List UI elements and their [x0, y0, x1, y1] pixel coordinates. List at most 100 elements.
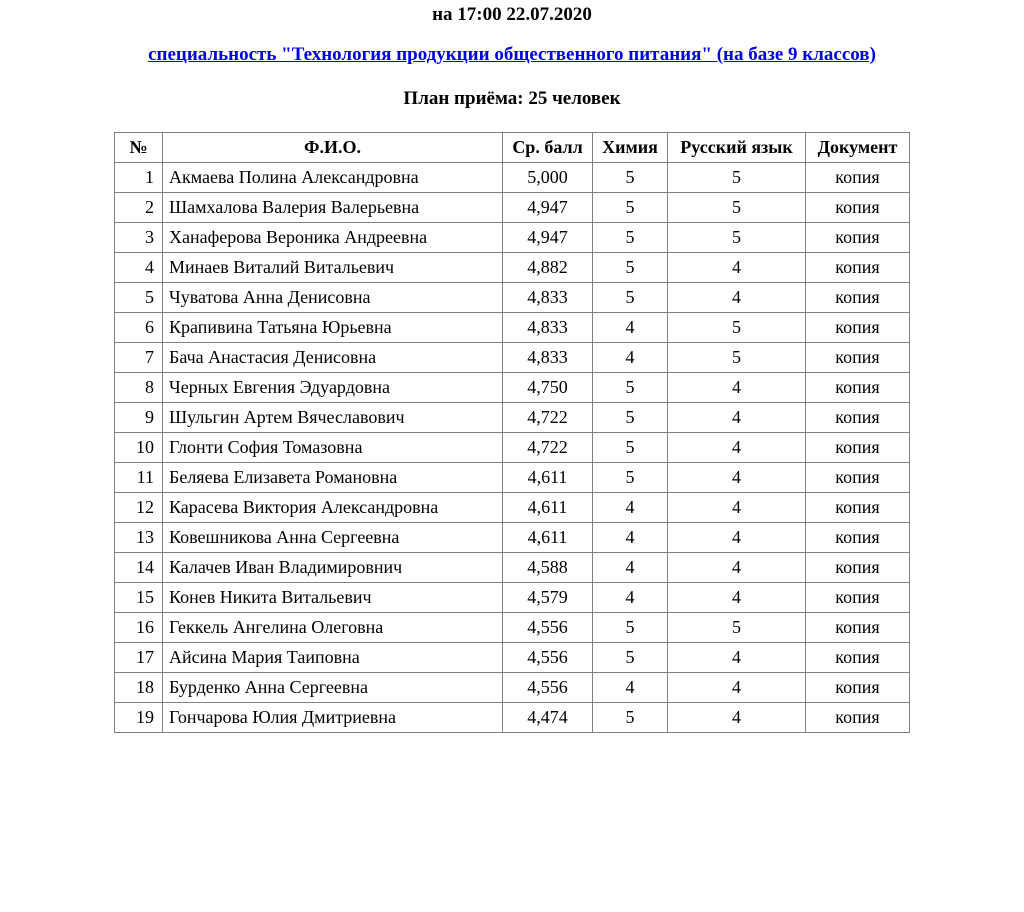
- cell-number: 9: [115, 403, 163, 433]
- cell-name: Чуватова Анна Денисовна: [163, 283, 503, 313]
- cell-document: копия: [806, 193, 910, 223]
- cell-number: 3: [115, 223, 163, 253]
- table-row: 16Геккель Ангелина Олеговна4,55655копия: [115, 613, 910, 643]
- cell-number: 16: [115, 613, 163, 643]
- cell-russian: 5: [668, 613, 806, 643]
- cell-avg: 4,833: [503, 343, 593, 373]
- cell-avg: 4,722: [503, 403, 593, 433]
- col-header-russian: Русский язык: [668, 133, 806, 163]
- cell-name: Бача Анастасия Денисовна: [163, 343, 503, 373]
- cell-avg: 4,474: [503, 703, 593, 733]
- cell-name: Калачев Иван Владимировнич: [163, 553, 503, 583]
- cell-russian: 4: [668, 553, 806, 583]
- cell-russian: 4: [668, 643, 806, 673]
- cell-russian: 4: [668, 253, 806, 283]
- table-row: 17Айсина Мария Таиповна4,55654копия: [115, 643, 910, 673]
- cell-name: Крапивина Татьяна Юрьевна: [163, 313, 503, 343]
- cell-name: Черных Евгения Эдуардовна: [163, 373, 503, 403]
- cell-chemistry: 4: [593, 493, 668, 523]
- cell-document: копия: [806, 553, 910, 583]
- cell-number: 4: [115, 253, 163, 283]
- admission-plan: План приёма: 25 человек: [60, 88, 964, 110]
- cell-number: 8: [115, 373, 163, 403]
- cell-name: Ханаферова Вероника Андреевна: [163, 223, 503, 253]
- cell-name: Геккель Ангелина Олеговна: [163, 613, 503, 643]
- table-row: 7Бача Анастасия Денисовна4,83345копия: [115, 343, 910, 373]
- cell-avg: 4,882: [503, 253, 593, 283]
- specialty-link[interactable]: специальность "Технология продукции обще…: [148, 44, 876, 65]
- cell-russian: 5: [668, 193, 806, 223]
- col-header-document: Документ: [806, 133, 910, 163]
- cell-russian: 5: [668, 163, 806, 193]
- cell-chemistry: 5: [593, 253, 668, 283]
- table-row: 18Бурденко Анна Сергеевна4,55644копия: [115, 673, 910, 703]
- cell-russian: 4: [668, 703, 806, 733]
- cell-russian: 4: [668, 373, 806, 403]
- cell-chemistry: 5: [593, 193, 668, 223]
- cell-number: 6: [115, 313, 163, 343]
- cell-number: 5: [115, 283, 163, 313]
- cell-number: 13: [115, 523, 163, 553]
- cell-document: копия: [806, 433, 910, 463]
- cell-name: Шульгин Артем Вячеславович: [163, 403, 503, 433]
- cell-document: копия: [806, 703, 910, 733]
- table-row: 4Минаев Виталий Витальевич4,88254копия: [115, 253, 910, 283]
- cell-chemistry: 5: [593, 373, 668, 403]
- cell-chemistry: 5: [593, 433, 668, 463]
- cell-name: Гончарова Юлия Дмитриевна: [163, 703, 503, 733]
- cell-document: копия: [806, 163, 910, 193]
- cell-avg: 4,722: [503, 433, 593, 463]
- cell-russian: 4: [668, 403, 806, 433]
- cell-number: 2: [115, 193, 163, 223]
- cell-avg: 4,611: [503, 463, 593, 493]
- table-row: 10Глонти София Томазовна4,72254копия: [115, 433, 910, 463]
- cell-document: копия: [806, 523, 910, 553]
- cell-avg: 4,556: [503, 643, 593, 673]
- cell-chemistry: 5: [593, 163, 668, 193]
- cell-avg: 4,611: [503, 493, 593, 523]
- cell-avg: 4,611: [503, 523, 593, 553]
- cell-document: копия: [806, 643, 910, 673]
- table-row: 3Ханаферова Вероника Андреевна4,94755коп…: [115, 223, 910, 253]
- cell-chemistry: 4: [593, 673, 668, 703]
- table-row: 5Чуватова Анна Денисовна4,83354копия: [115, 283, 910, 313]
- cell-avg: 4,947: [503, 223, 593, 253]
- cell-number: 19: [115, 703, 163, 733]
- table-row: 2Шамхалова Валерия Валерьевна4,94755копи…: [115, 193, 910, 223]
- cell-number: 1: [115, 163, 163, 193]
- cell-number: 7: [115, 343, 163, 373]
- cell-avg: 4,556: [503, 613, 593, 643]
- table-row: 8Черных Евгения Эдуардовна4,75054копия: [115, 373, 910, 403]
- cell-name: Карасева Виктория Александровна: [163, 493, 503, 523]
- cell-name: Акмаева Полина Александровна: [163, 163, 503, 193]
- cell-russian: 4: [668, 523, 806, 553]
- cell-russian: 5: [668, 313, 806, 343]
- table-row: 1Акмаева Полина Александровна5,00055копи…: [115, 163, 910, 193]
- cell-chemistry: 5: [593, 403, 668, 433]
- cell-chemistry: 5: [593, 613, 668, 643]
- cell-name: Айсина Мария Таиповна: [163, 643, 503, 673]
- table-row: 11Беляева Елизавета Романовна4,61154копи…: [115, 463, 910, 493]
- cell-chemistry: 4: [593, 583, 668, 613]
- cell-chemistry: 4: [593, 313, 668, 343]
- table-row: 13Ковешникова Анна Сергеевна4,61144копия: [115, 523, 910, 553]
- cell-avg: 4,588: [503, 553, 593, 583]
- cell-document: копия: [806, 343, 910, 373]
- cell-document: копия: [806, 253, 910, 283]
- cell-document: копия: [806, 463, 910, 493]
- cell-russian: 4: [668, 433, 806, 463]
- cell-name: Ковешникова Анна Сергеевна: [163, 523, 503, 553]
- cell-name: Шамхалова Валерия Валерьевна: [163, 193, 503, 223]
- cell-avg: 4,579: [503, 583, 593, 613]
- cell-document: копия: [806, 583, 910, 613]
- table-header-row: № Ф.И.О. Ср. балл Химия Русский язык Док…: [115, 133, 910, 163]
- cell-russian: 5: [668, 343, 806, 373]
- cell-name: Бурденко Анна Сергеевна: [163, 673, 503, 703]
- cell-name: Конев Никита Витальевич: [163, 583, 503, 613]
- cell-document: копия: [806, 403, 910, 433]
- cell-name: Глонти София Томазовна: [163, 433, 503, 463]
- cell-number: 12: [115, 493, 163, 523]
- cell-document: копия: [806, 493, 910, 523]
- table-row: 15Конев Никита Витальевич4,57944копия: [115, 583, 910, 613]
- cell-number: 15: [115, 583, 163, 613]
